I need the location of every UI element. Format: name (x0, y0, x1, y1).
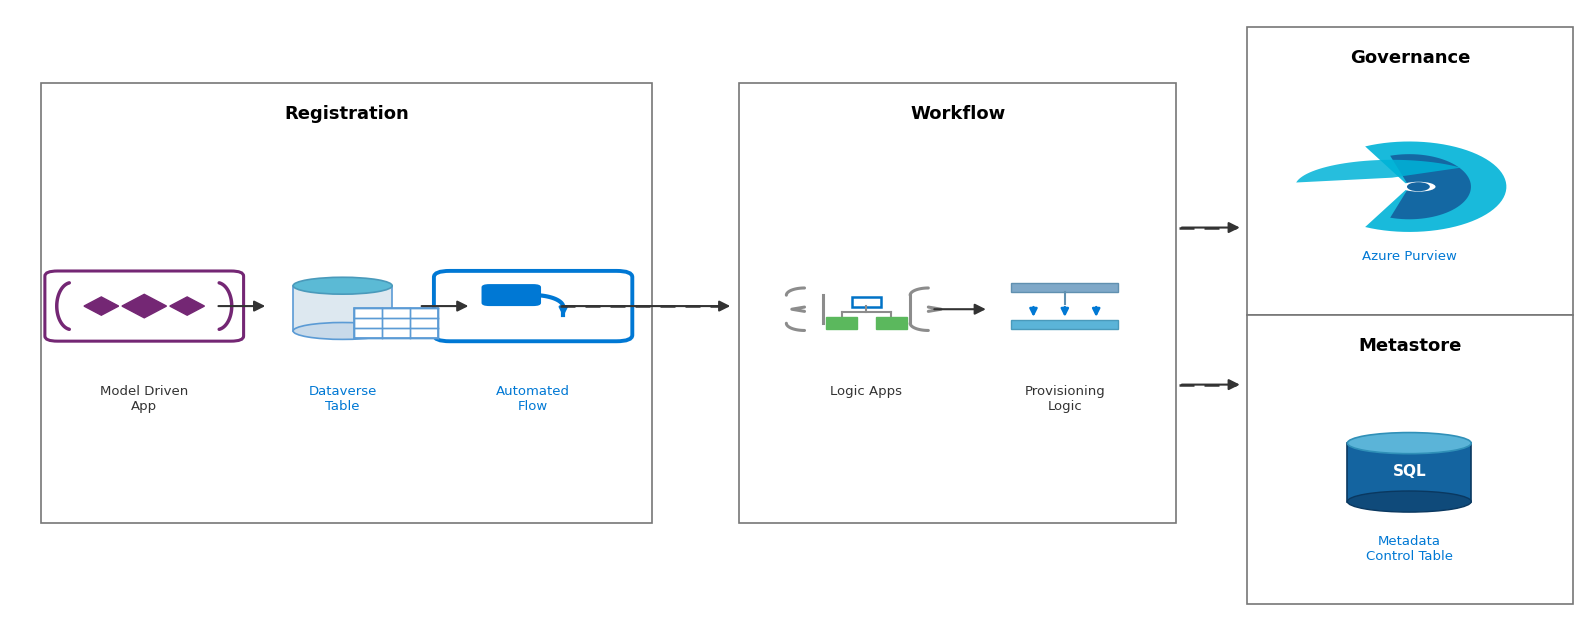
FancyBboxPatch shape (1011, 283, 1118, 292)
FancyBboxPatch shape (1248, 316, 1573, 604)
Text: Metastore: Metastore (1358, 338, 1461, 355)
Text: Logic Apps: Logic Apps (830, 385, 903, 398)
Ellipse shape (293, 322, 393, 339)
Text: Dataverse
Table: Dataverse Table (308, 385, 377, 413)
Text: Registration: Registration (285, 105, 409, 123)
FancyBboxPatch shape (876, 317, 906, 329)
Circle shape (1407, 182, 1429, 191)
Polygon shape (1296, 160, 1461, 182)
FancyBboxPatch shape (739, 83, 1177, 523)
Polygon shape (122, 294, 167, 318)
FancyBboxPatch shape (41, 83, 652, 523)
Polygon shape (1366, 141, 1506, 232)
Text: Automated
Flow: Automated Flow (496, 385, 571, 413)
FancyBboxPatch shape (852, 297, 881, 307)
Ellipse shape (1347, 491, 1471, 512)
FancyBboxPatch shape (45, 271, 243, 341)
Text: Azure Purview: Azure Purview (1361, 249, 1456, 262)
FancyBboxPatch shape (293, 286, 393, 331)
Text: Provisioning
Logic: Provisioning Logic (1024, 385, 1105, 413)
FancyBboxPatch shape (434, 271, 633, 341)
Text: SQL: SQL (1393, 464, 1426, 479)
FancyBboxPatch shape (827, 317, 857, 329)
Ellipse shape (293, 277, 393, 294)
Text: Governance: Governance (1350, 49, 1471, 66)
Text: Model Driven
App: Model Driven App (100, 385, 188, 413)
FancyBboxPatch shape (1011, 320, 1118, 329)
FancyBboxPatch shape (355, 307, 437, 338)
Polygon shape (170, 297, 205, 316)
Polygon shape (84, 297, 119, 316)
Ellipse shape (1401, 182, 1436, 192)
FancyBboxPatch shape (1347, 443, 1471, 502)
Text: Workflow: Workflow (909, 105, 1005, 123)
Ellipse shape (1347, 433, 1471, 454)
FancyBboxPatch shape (1248, 27, 1573, 316)
Polygon shape (1390, 154, 1471, 220)
FancyBboxPatch shape (482, 284, 541, 306)
Text: Metadata
Control Table: Metadata Control Table (1366, 535, 1453, 563)
